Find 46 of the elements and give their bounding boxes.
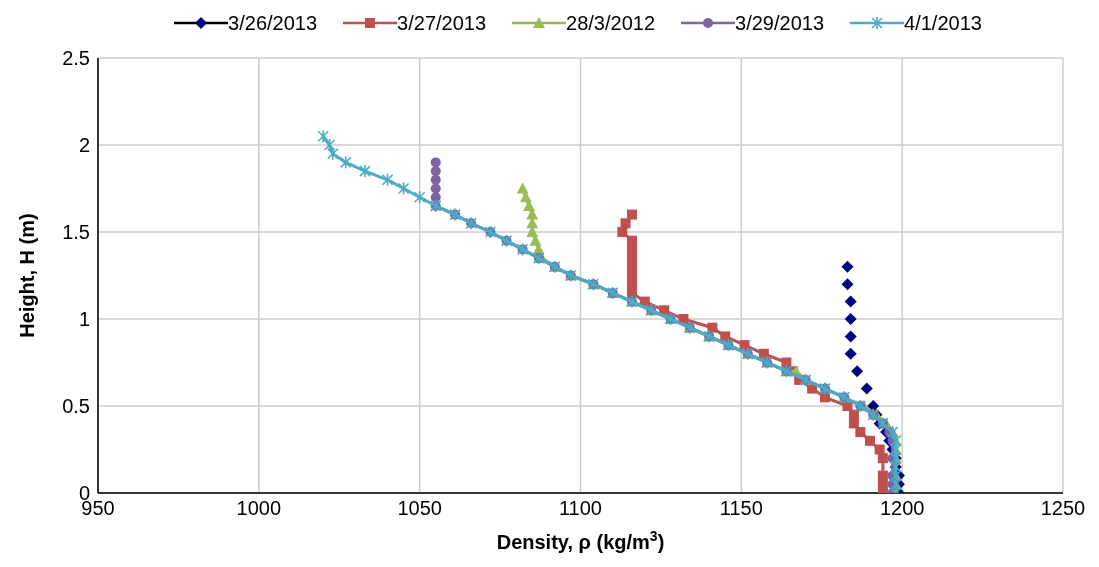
point [626,209,637,220]
y-axis-title: Height, H (m) [16,213,38,338]
y-tick-label: 0.5 [62,395,90,418]
x-tick-label: 1250 [1040,497,1086,520]
point [359,164,371,178]
point [844,330,857,343]
point [617,227,628,237]
point [413,190,426,204]
point [430,174,441,185]
point [848,418,859,429]
x-tick-label: 1150 [719,497,763,520]
x-tick-label: 1000 [236,497,282,520]
point [430,166,441,177]
point [855,427,866,438]
legend-label: 3/29/2013 [735,11,825,35]
legend-label: 3/26/2013 [228,11,318,35]
point [620,218,631,229]
point [844,313,857,325]
x-tick-label: 1050 [397,497,442,520]
point [516,182,529,194]
point [841,278,854,291]
point [877,479,888,490]
point [430,183,441,194]
point [860,382,873,395]
point [865,435,875,446]
point [339,155,352,170]
x-axis-title: Density, ρ (kg/m$^{3}$) [496,528,665,553]
x-tick-label: 1200 [879,497,925,520]
legend-label: 28/3/2012 [566,11,656,35]
y-tick-label: 2 [78,134,90,157]
legend-label: 3/27/2013 [397,11,487,35]
point [877,453,888,464]
y-tick-label: 1 [78,308,90,331]
point [397,181,410,196]
legend-label: 4/1/2013 [904,11,982,35]
x-tick-label: 1100 [558,497,603,520]
point [430,192,441,203]
point [430,157,441,168]
point [841,260,854,273]
point [844,295,857,308]
point [720,331,731,342]
point [851,365,864,378]
y-tick-label: 2.5 [62,47,90,70]
y-tick-label: 1.5 [62,221,90,244]
point [844,347,857,360]
point [381,173,394,187]
